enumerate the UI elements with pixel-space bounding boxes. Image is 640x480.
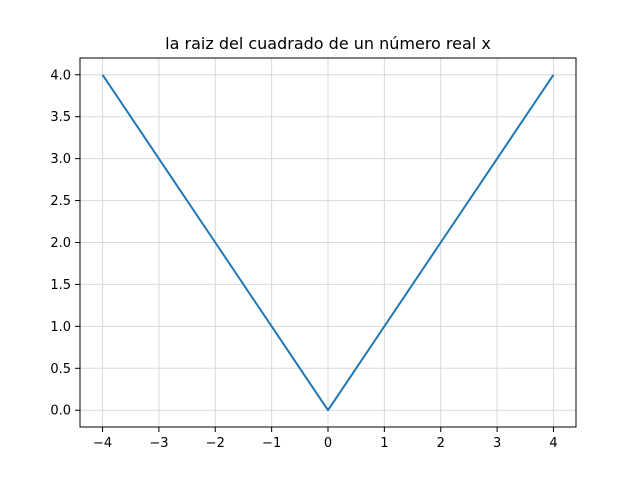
y-tick-label: 1.5: [50, 278, 71, 293]
grid: [80, 58, 576, 427]
y-tick-label: 3.5: [50, 110, 71, 125]
x-axis: −4 −3 −2 −1 0 1 2 3 4: [93, 427, 558, 451]
x-tick-label: 0: [324, 436, 332, 451]
x-tick-label: −2: [206, 436, 225, 451]
x-tick-label: −3: [149, 436, 168, 451]
y-axis: 0.0 0.5 1.0 1.5 2.0 2.5 3.0 3.5 4.0: [50, 68, 80, 419]
series-layer: [101, 74, 555, 412]
x-tick-label: −1: [262, 436, 281, 451]
y-tick-label: 2.0: [50, 236, 71, 251]
y-tick-label: 4.0: [50, 68, 71, 83]
y-tick-label: 3.0: [50, 152, 71, 167]
x-tick-label: −4: [93, 436, 112, 451]
x-tick-label: 3: [493, 436, 501, 451]
x-tick-label: 1: [380, 436, 388, 451]
series-line: [101, 74, 555, 412]
x-tick-label: 2: [437, 436, 445, 451]
y-tick-label: 0.5: [50, 362, 71, 377]
y-tick-label: 0.0: [50, 404, 71, 419]
chart-title: la raiz del cuadrado de un número real x: [165, 34, 491, 53]
y-tick-label: 1.0: [50, 320, 71, 335]
y-tick-label: 2.5: [50, 194, 71, 209]
x-tick-label: 4: [549, 436, 557, 451]
